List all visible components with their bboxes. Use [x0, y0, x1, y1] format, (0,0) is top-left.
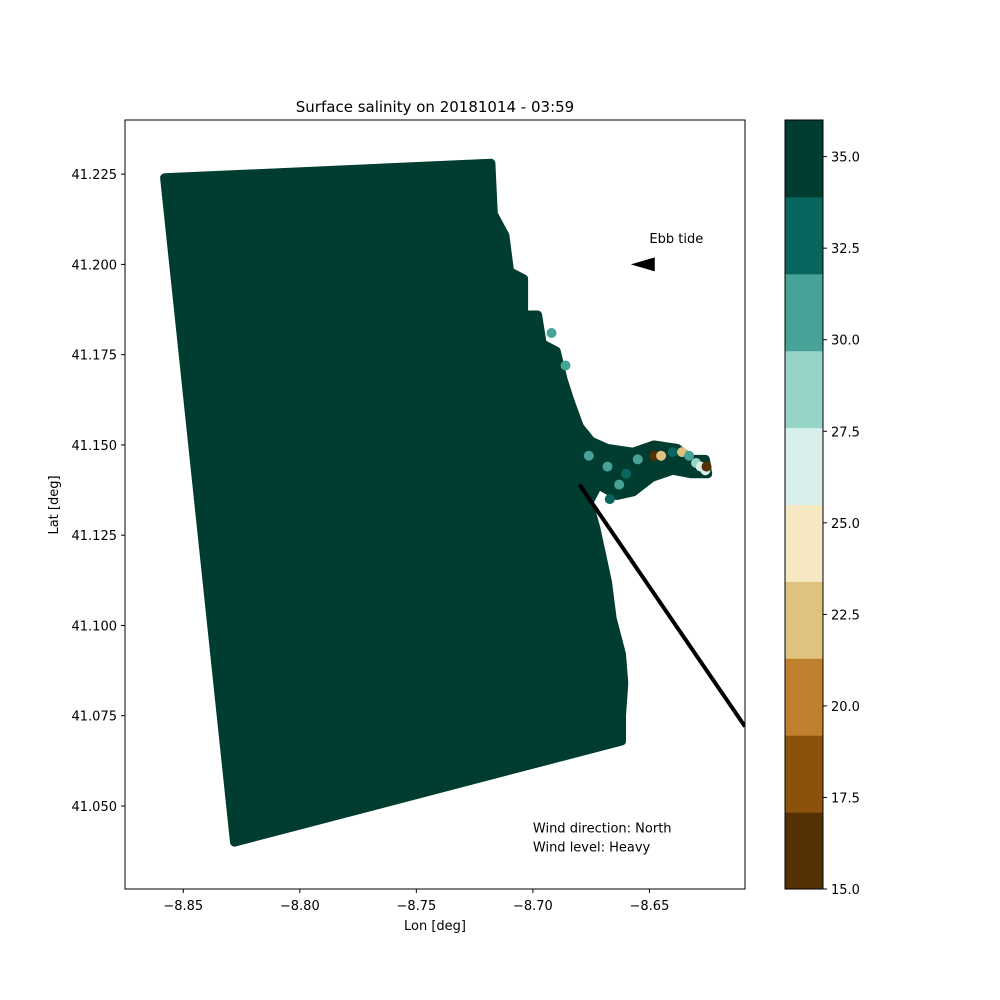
- salinity-point: [583, 450, 594, 461]
- y-tick-label: 41.100: [72, 619, 118, 634]
- colorbar-tick-label: 35.0: [831, 151, 860, 166]
- x-tick-label: −8.85: [163, 899, 203, 914]
- annotation-layer: Ebb tide Wind direction: North Wind level:…: [533, 232, 703, 856]
- y-axis: 41.050 41.075 41.100 41.125 41.150 41.175 41.2…: [72, 168, 125, 815]
- colorbar-frame: [784, 119, 824, 890]
- data-layer: [160, 158, 745, 847]
- ebb-tide-label: Ebb tide: [649, 232, 703, 247]
- salinity-point: [546, 328, 557, 339]
- colorbar-bin: [785, 581, 823, 659]
- colorbar-bin: [785, 120, 823, 198]
- colorbar-tick-label: 15.0: [831, 883, 860, 898]
- y-tick-label: 41.125: [72, 529, 118, 544]
- salinity-point: [560, 360, 571, 371]
- chart-title: Surface salinity on 20181014 - 03:59: [296, 98, 574, 116]
- salinity-field: [160, 158, 713, 847]
- wind-direction-label: Wind direction: North: [533, 821, 672, 836]
- salinity-point: [621, 468, 632, 479]
- colorbar-bin: [785, 812, 823, 890]
- y-tick-label: 41.075: [72, 710, 118, 725]
- plot-frame: [124, 119, 746, 890]
- x-axis-label: Lon [deg]: [404, 919, 466, 934]
- x-tick-label: −8.75: [396, 899, 436, 914]
- colorbar-tick-label: 17.5: [831, 791, 860, 806]
- y-tick-label: 41.050: [72, 800, 118, 815]
- salinity-point: [649, 450, 660, 461]
- x-tick-label: −8.70: [513, 899, 553, 914]
- colorbar-tick-label: 20.0: [831, 700, 860, 715]
- y-tick-label: 41.150: [72, 439, 118, 454]
- y-axis-label: Lat [deg]: [47, 475, 62, 534]
- colorbar-bin: [785, 658, 823, 736]
- plot-area: Ebb tide Wind direction: North Wind level:…: [72, 119, 746, 914]
- y-tick-label: 41.225: [72, 168, 118, 183]
- colorbar-tick-label: 32.5: [831, 242, 860, 257]
- colorbar-bin: [785, 196, 823, 275]
- colorbar-bin: [785, 273, 823, 352]
- salinity-point: [614, 479, 625, 490]
- colorbar-bin: [785, 350, 823, 429]
- salinity-point: [667, 447, 678, 458]
- colorbar-tick-label: 22.5: [831, 608, 860, 623]
- x-tick-label: −8.80: [280, 899, 320, 914]
- salinity-point: [701, 461, 712, 472]
- salinity-point: [632, 454, 643, 465]
- colorbar: 15.0 17.5 20.0 22.5 25.0 27.5 30.0 32.5 35.0: [784, 119, 860, 898]
- salinity-point: [602, 461, 613, 472]
- y-tick-label: 41.200: [72, 258, 118, 273]
- colorbar-bin: [785, 427, 823, 505]
- wind-level-label: Wind level: Heavy: [533, 840, 651, 855]
- x-axis: −8.85 −8.80 −8.75 −8.70 −8.65: [163, 889, 669, 914]
- colorbar-bin: [785, 735, 823, 813]
- colorbar-tick-label: 27.5: [831, 425, 860, 440]
- salinity-point: [656, 450, 667, 461]
- salinity-point: [604, 494, 615, 505]
- x-tick-label: −8.65: [630, 899, 670, 914]
- colorbar-tick-label: 25.0: [831, 517, 860, 532]
- section-line: [577, 483, 745, 728]
- y-tick-label: 41.175: [72, 349, 118, 364]
- salinity-point: [684, 450, 695, 461]
- colorbar-bin: [785, 504, 823, 582]
- ebb-tide-arrow: [630, 257, 655, 272]
- ebb-arrow-head: [630, 257, 655, 272]
- colorbar-tick-label: 30.0: [831, 334, 860, 349]
